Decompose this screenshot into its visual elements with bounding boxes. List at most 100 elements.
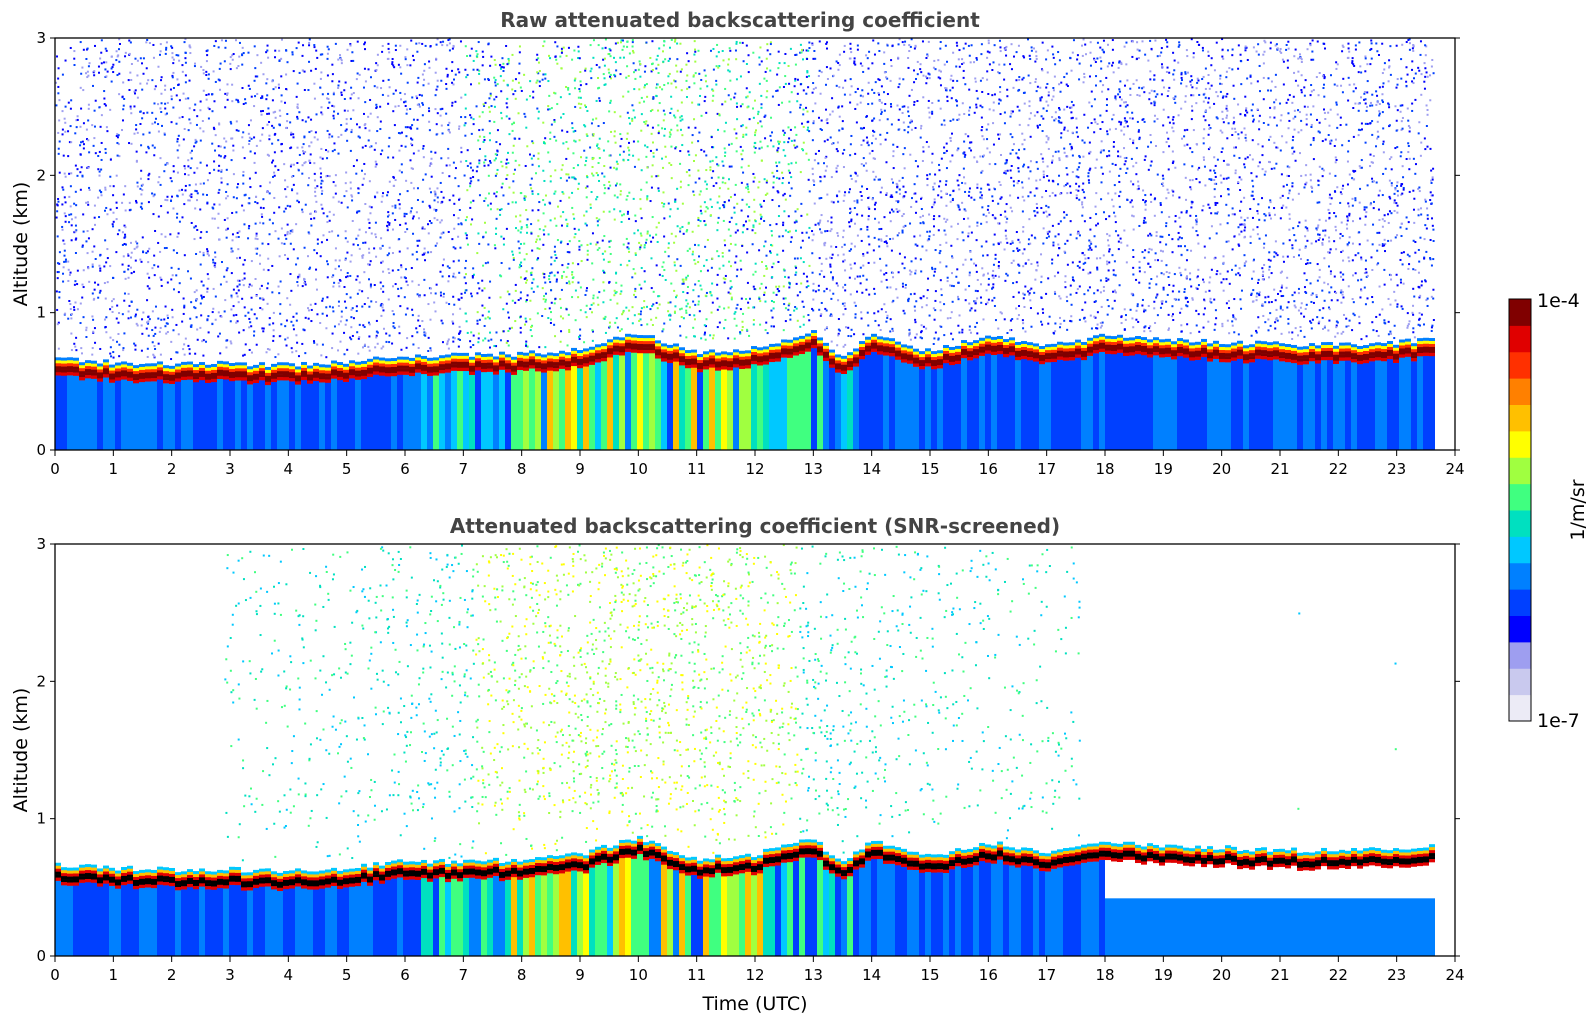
backscatter-speckle: [757, 110, 760, 113]
backscatter-speckle: [512, 121, 515, 124]
backscatter-speckle: [619, 73, 622, 76]
backscatter-speckle: [580, 156, 583, 159]
backscatter-speckle: [356, 40, 359, 43]
backscatter-speckle: [369, 283, 372, 286]
backscatter-speckle: [122, 108, 125, 111]
backscatter-speckle: [763, 199, 766, 202]
backscatter-speckle: [596, 224, 599, 227]
backscatter-speckle: [289, 273, 292, 276]
backscatter-speckle: [412, 152, 415, 155]
backscatter-speckle: [579, 84, 582, 87]
layer-band-cell: [307, 368, 313, 372]
layer-band-cell: [649, 344, 655, 348]
backscatter-speckle: [394, 105, 397, 108]
backscatter-speckle: [406, 126, 409, 129]
backscatter-speckle: [344, 81, 347, 84]
backscatter-speckle: [460, 116, 463, 119]
mixed-layer-cell: [781, 357, 787, 450]
layer-band-cell: [379, 366, 385, 370]
backscatter-speckle: [148, 172, 151, 175]
layer-band-cell: [319, 364, 325, 368]
backscatter-speckle: [97, 196, 100, 199]
backscatter-speckle: [337, 265, 340, 268]
backscatter-speckle: [170, 95, 173, 98]
backscatter-speckle: [292, 136, 295, 139]
backscatter-speckle: [470, 292, 473, 295]
backscatter-speckle: [746, 95, 749, 98]
layer-band-cell: [499, 360, 505, 364]
backscatter-speckle: [735, 40, 738, 43]
backscatter-speckle: [541, 287, 544, 290]
backscatter-speckle: [772, 307, 775, 310]
backscatter-speckle: [550, 301, 553, 304]
backscatter-speckle: [633, 165, 636, 168]
backscatter-speckle: [613, 135, 616, 138]
backscatter-speckle: [367, 139, 370, 142]
backscatter-speckle: [124, 243, 127, 246]
backscatter-speckle: [445, 83, 448, 86]
backscatter-speckle: [56, 277, 59, 280]
backscatter-speckle: [370, 232, 373, 235]
layer-band-cell: [67, 357, 73, 361]
layer-band-cell: [181, 367, 187, 372]
backscatter-speckle: [217, 335, 220, 338]
backscatter-speckle: [453, 303, 456, 306]
backscatter-speckle: [430, 349, 433, 352]
backscatter-speckle: [272, 88, 275, 91]
backscatter-speckle: [361, 183, 364, 186]
backscatter-speckle: [176, 212, 179, 215]
backscatter-speckle: [622, 311, 625, 314]
backscatter-speckle: [368, 251, 371, 254]
backscatter-speckle: [127, 253, 130, 256]
layer-band-cell: [535, 359, 541, 363]
backscatter-speckle: [784, 75, 787, 78]
backscatter-speckle: [674, 198, 677, 201]
backscatter-speckle: [717, 176, 720, 179]
backscatter-speckle: [718, 187, 721, 190]
backscatter-speckle: [151, 144, 154, 147]
backscatter-speckle: [319, 86, 322, 89]
backscatter-speckle: [640, 217, 643, 220]
backscatter-speckle: [560, 288, 563, 291]
backscatter-speckle: [766, 67, 769, 70]
backscatter-speckle: [535, 81, 538, 84]
backscatter-speckle: [747, 164, 750, 167]
backscatter-speckle: [134, 259, 137, 262]
backscatter-speckle: [670, 232, 673, 235]
backscatter-speckle: [697, 103, 700, 106]
layer-band-cell: [775, 358, 781, 362]
layer-band-cell: [673, 349, 679, 353]
layer-band-cell: [115, 371, 121, 375]
backscatter-speckle: [248, 326, 251, 329]
backscatter-speckle: [488, 132, 491, 135]
mixed-layer-cell: [205, 382, 211, 450]
backscatter-speckle: [674, 116, 677, 119]
backscatter-speckle: [452, 340, 455, 343]
backscatter-speckle: [463, 124, 466, 127]
backscatter-speckle: [393, 184, 396, 187]
backscatter-speckle: [61, 133, 64, 136]
layer-band-cell: [307, 374, 313, 378]
backscatter-speckle: [411, 96, 414, 99]
backscatter-speckle: [478, 194, 481, 197]
layer-band-cell: [703, 366, 709, 370]
backscatter-speckle: [655, 226, 658, 229]
backscatter-speckle: [315, 113, 318, 116]
backscatter-speckle: [205, 70, 208, 73]
layer-band-cell: [211, 363, 217, 368]
backscatter-speckle: [118, 93, 121, 96]
backscatter-speckle: [267, 282, 270, 285]
backscatter-speckle: [74, 224, 77, 227]
backscatter-speckle: [236, 285, 239, 288]
backscatter-speckle: [608, 281, 611, 284]
backscatter-speckle: [686, 87, 689, 90]
backscatter-speckle: [518, 247, 521, 250]
backscatter-speckle: [760, 103, 763, 106]
backscatter-speckle: [657, 109, 660, 112]
backscatter-speckle: [727, 58, 730, 61]
layer-band-cell: [709, 355, 715, 359]
layer-band-cell: [349, 372, 355, 376]
backscatter-speckle: [326, 174, 329, 177]
backscatter-speckle: [74, 132, 77, 135]
backscatter-speckle: [261, 96, 264, 99]
